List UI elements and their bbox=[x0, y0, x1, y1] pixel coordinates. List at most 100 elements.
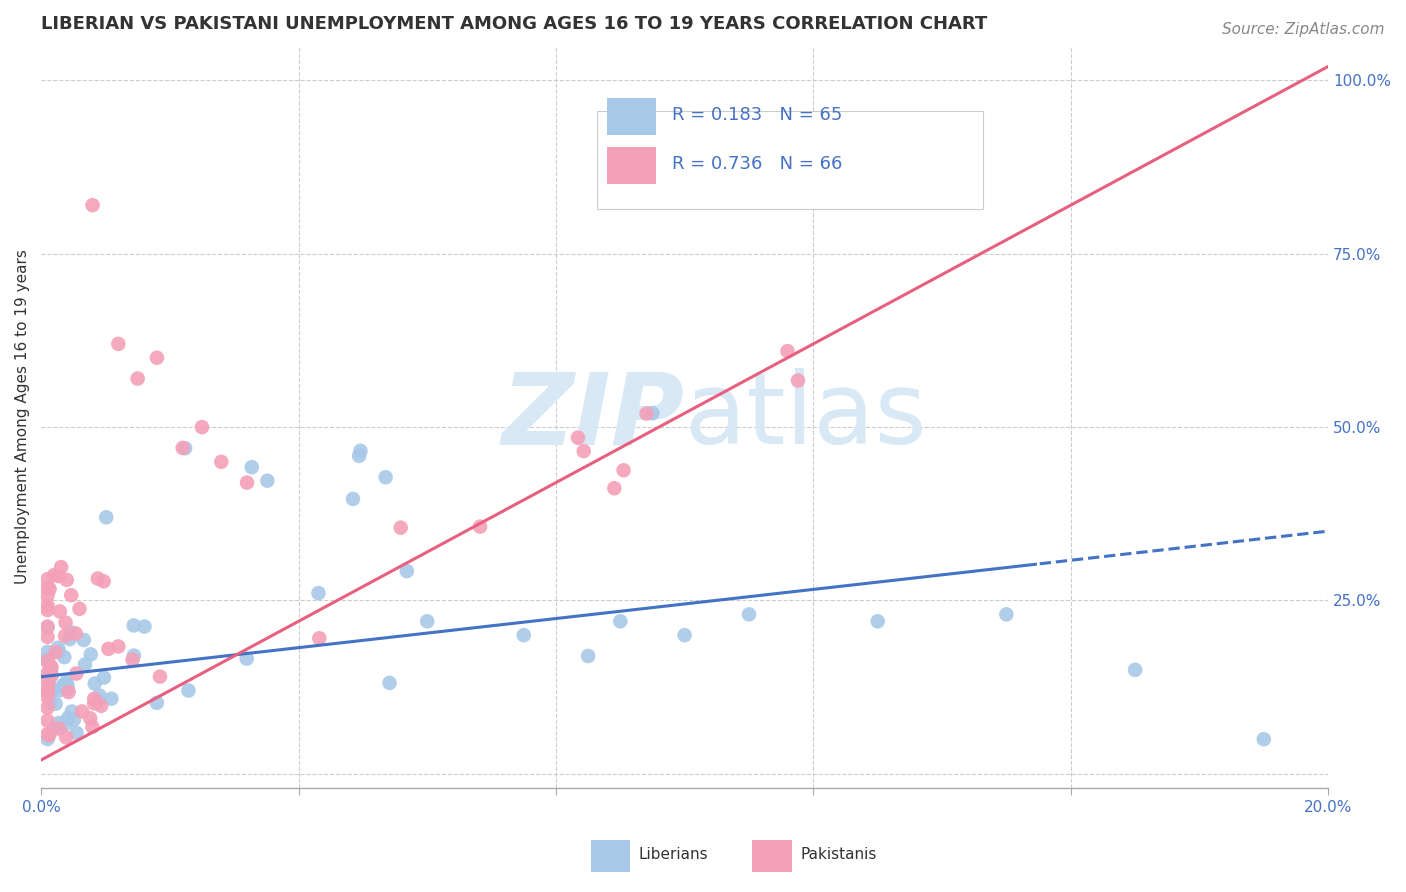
Point bbox=[48, 722, 70, 736]
Point bbox=[49, 604, 72, 618]
Point bbox=[613, 463, 636, 477]
Point bbox=[83, 691, 105, 706]
Point bbox=[73, 657, 96, 672]
Point bbox=[107, 640, 129, 654]
Point bbox=[39, 670, 62, 684]
Text: Source: ZipAtlas.com: Source: ZipAtlas.com bbox=[1222, 22, 1385, 37]
Point bbox=[37, 684, 59, 698]
Point bbox=[41, 659, 63, 673]
Point bbox=[46, 640, 69, 655]
Point bbox=[82, 720, 104, 734]
Point bbox=[38, 582, 60, 596]
Point bbox=[37, 619, 59, 633]
Point bbox=[235, 651, 257, 665]
Point bbox=[90, 698, 112, 713]
Point bbox=[97, 641, 120, 656]
Point bbox=[37, 599, 59, 613]
Point bbox=[468, 519, 491, 533]
Text: Pakistanis: Pakistanis bbox=[800, 847, 876, 862]
Point bbox=[96, 510, 118, 524]
Point bbox=[100, 691, 122, 706]
Point bbox=[63, 713, 86, 727]
Point bbox=[37, 671, 59, 685]
Point bbox=[378, 676, 401, 690]
Point bbox=[1123, 663, 1146, 677]
Point bbox=[567, 431, 589, 445]
Point bbox=[240, 460, 263, 475]
Point bbox=[83, 697, 105, 711]
Point bbox=[787, 374, 810, 388]
Point bbox=[38, 728, 60, 742]
Point bbox=[48, 645, 70, 659]
Point bbox=[149, 670, 172, 684]
Point bbox=[174, 442, 197, 456]
Point bbox=[209, 455, 232, 469]
Point bbox=[146, 696, 169, 710]
Point bbox=[69, 602, 91, 616]
Point bbox=[37, 714, 59, 728]
Point bbox=[65, 626, 87, 640]
Point bbox=[107, 337, 129, 351]
Point bbox=[603, 481, 626, 495]
Text: R = 0.183   N = 65: R = 0.183 N = 65 bbox=[672, 105, 842, 124]
Point bbox=[42, 683, 65, 698]
Point bbox=[55, 716, 77, 731]
Point bbox=[52, 678, 75, 692]
Point bbox=[56, 678, 79, 692]
Point bbox=[738, 607, 761, 622]
Point bbox=[307, 586, 329, 600]
Point bbox=[374, 470, 396, 484]
Point bbox=[80, 648, 103, 662]
Point bbox=[59, 625, 82, 640]
Point bbox=[87, 572, 110, 586]
Point bbox=[60, 588, 83, 602]
Point bbox=[65, 726, 87, 740]
Text: ZIP: ZIP bbox=[502, 368, 685, 466]
Point bbox=[55, 573, 77, 587]
Point bbox=[82, 198, 104, 212]
Point bbox=[41, 668, 63, 682]
Point bbox=[79, 711, 101, 725]
FancyBboxPatch shape bbox=[607, 147, 657, 185]
Text: atlas: atlas bbox=[685, 368, 927, 466]
Point bbox=[73, 632, 96, 647]
Point bbox=[134, 619, 156, 633]
Point bbox=[122, 648, 145, 663]
Point bbox=[349, 443, 371, 458]
Point bbox=[60, 705, 83, 719]
Point bbox=[49, 560, 72, 574]
Point bbox=[122, 618, 145, 632]
Y-axis label: Unemployment Among Ages 16 to 19 years: Unemployment Among Ages 16 to 19 years bbox=[15, 249, 30, 584]
Point bbox=[37, 700, 59, 714]
Point bbox=[308, 632, 330, 646]
Point bbox=[776, 344, 799, 359]
Point bbox=[609, 615, 631, 629]
Point bbox=[37, 603, 59, 617]
Point bbox=[37, 677, 59, 691]
Point bbox=[191, 420, 214, 434]
Point bbox=[37, 727, 59, 741]
Point bbox=[389, 521, 412, 535]
Point bbox=[146, 351, 169, 365]
Point bbox=[37, 665, 59, 680]
Point bbox=[45, 645, 67, 659]
Point bbox=[93, 574, 115, 589]
Point bbox=[37, 690, 59, 705]
Point bbox=[37, 581, 59, 595]
Point bbox=[513, 628, 536, 642]
Point bbox=[59, 632, 82, 647]
Point bbox=[44, 722, 66, 736]
Point bbox=[83, 676, 105, 690]
Point bbox=[45, 697, 67, 711]
Point bbox=[172, 441, 194, 455]
Point bbox=[86, 694, 108, 708]
Text: Liberians: Liberians bbox=[638, 847, 709, 862]
Point bbox=[37, 732, 59, 747]
Point bbox=[37, 684, 59, 698]
Point bbox=[576, 648, 599, 663]
Point bbox=[236, 475, 259, 490]
FancyBboxPatch shape bbox=[607, 97, 657, 135]
Point bbox=[93, 671, 115, 685]
Point bbox=[416, 615, 439, 629]
Point bbox=[55, 674, 77, 689]
